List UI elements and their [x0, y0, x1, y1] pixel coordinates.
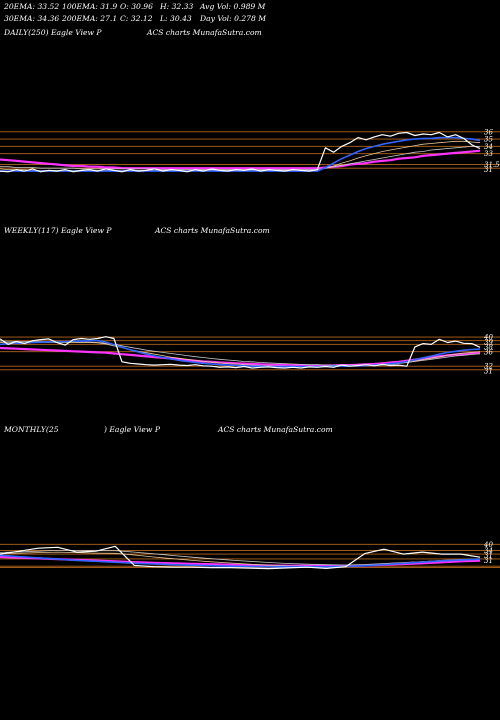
weekly-ema-blue-line: [0, 339, 481, 368]
daily-level-label: 36: [484, 128, 493, 136]
monthly-panel-title: MONTHLY(25: [4, 425, 59, 434]
low-readout: L: 30.43: [160, 14, 192, 23]
high-readout: H: 32.33: [160, 2, 194, 11]
weekly-ema-magenta-line: [0, 346, 481, 367]
monthly-ema-blue-line: [0, 554, 481, 568]
monthly-panel-credit: ACS charts MunafaSutra.com: [218, 425, 333, 434]
ema20-readout: 20EMA: 33.52: [4, 2, 60, 11]
ema100-readout: 100EMA: 31.9: [62, 2, 118, 11]
weekly-level-label: 38: [484, 344, 493, 352]
close-readout: C: 32.12: [120, 14, 153, 23]
daily-level-label: 31: [484, 166, 493, 174]
weekly-price-line: [0, 336, 481, 369]
daily-level-label: 33: [484, 150, 493, 158]
weekly-panel-credit: ACS charts MunafaSutra.com: [155, 226, 270, 235]
weekly-level-label: 39: [484, 339, 493, 347]
monthly-level-label: 34: [484, 547, 493, 555]
monthly-level-label: 31: [484, 557, 493, 565]
daily-level-label: 34: [484, 143, 493, 151]
daily-ema-magenta-line: [0, 149, 481, 170]
open-readout: O: 30.96: [120, 2, 153, 11]
ema200-readout: 200EMA: 27.1: [62, 14, 118, 23]
weekly-level-label: 40: [483, 334, 493, 342]
weekly-level-label: 31: [484, 368, 493, 376]
daily-panel-credit: ACS charts MunafaSutra.com: [147, 28, 262, 37]
daily-price-line: [0, 131, 481, 173]
monthly-price-line: [0, 545, 481, 570]
day-volume-readout: Day Vol: 0.278 M: [200, 14, 267, 23]
monthly-ema-magenta-line: [0, 555, 481, 568]
daily-level-label: 31.5: [484, 161, 500, 169]
daily-level-label: 35: [484, 136, 493, 144]
monthly-panel-title-suffix: ) Eagle View P: [104, 425, 160, 434]
monthly-level-label: 40: [483, 541, 493, 549]
weekly-panel-title: WEEKLY(117) Eagle View P: [4, 226, 112, 235]
ema30-readout: 30EMA: 34.36: [4, 14, 60, 23]
avg-volume-readout: Avg Vol: 0.989 M: [200, 2, 266, 11]
daily-panel-title: DAILY(250) Eagle View P: [4, 28, 102, 37]
monthly-level-label: 31: [484, 552, 493, 560]
weekly-level-label: 32: [484, 363, 493, 371]
weekly-level-label: 36: [484, 349, 493, 357]
